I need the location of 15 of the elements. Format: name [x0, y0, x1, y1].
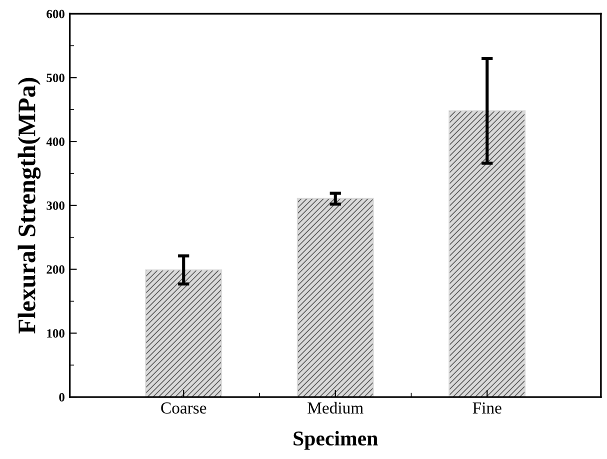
y-tick-label: 500: [46, 74, 64, 82]
y-tick-label: 600: [46, 10, 64, 18]
x-axis-title: Specimen: [294, 430, 378, 450]
bar: [296, 198, 374, 398]
y-tick-label: 0: [59, 393, 64, 402]
x-tick-label: Fine: [472, 402, 502, 414]
bar: [448, 110, 526, 398]
x-tick-label: Coarse: [161, 402, 206, 414]
bar: [145, 269, 222, 398]
x-tick-label: Medium: [308, 402, 364, 414]
y-tick-label: 200: [46, 265, 64, 274]
y-tick-label: 100: [47, 329, 64, 338]
y-tick-label: 400: [46, 138, 64, 146]
y-axis-title: Flexural Strength(MPa): [18, 78, 41, 334]
y-tick-label: 300: [46, 201, 64, 210]
